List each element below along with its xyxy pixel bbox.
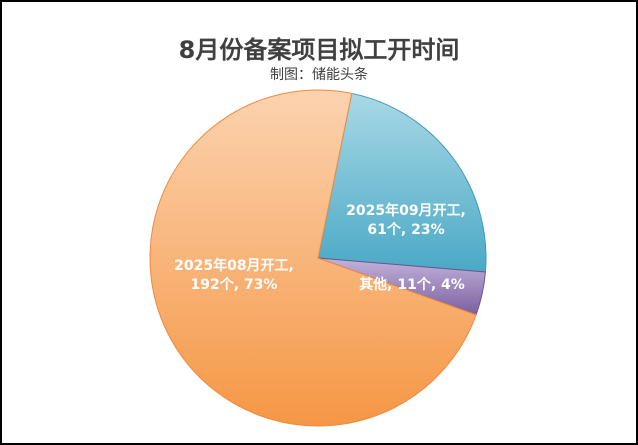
- slice-data-label: 2025年08月开工, 192个, 73%: [174, 257, 294, 293]
- chart-subtitle: 制图：储能头条: [270, 67, 368, 83]
- slice-data-label: 2025年09月开工, 61个, 23%: [346, 202, 466, 238]
- pie-slice: [317, 92, 487, 273]
- slice-data-label: 其他, 11个, 4%: [359, 276, 465, 293]
- pie-slice: [149, 89, 477, 427]
- chart-title: 8月份备案项目拟工开时间: [178, 36, 460, 64]
